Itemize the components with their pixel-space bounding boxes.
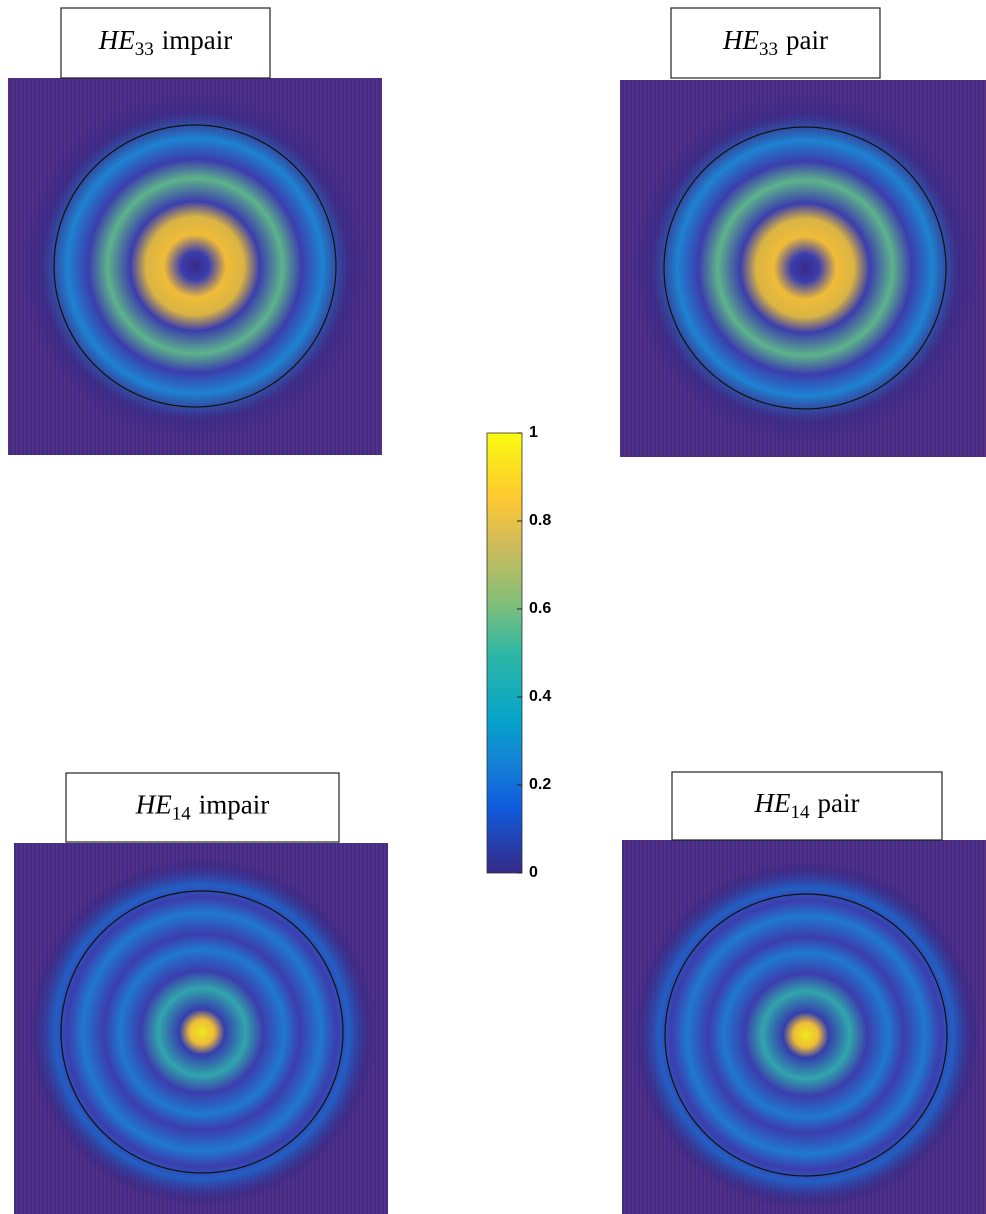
panel: HE33 pair xyxy=(620,7,986,457)
mode-parity: impair xyxy=(162,25,232,55)
tick-label: 0.4 xyxy=(529,688,551,705)
fiber-core xyxy=(663,126,947,410)
mode-index: 33 xyxy=(135,39,154,60)
tick-label: 0 xyxy=(529,864,538,881)
colorbar: 0 0.2 0.4 0.6 0.8 1 xyxy=(486,424,551,881)
panel: HE33 impair xyxy=(8,7,382,455)
mode-name: HE xyxy=(98,25,135,55)
panel-title: HE14 pair xyxy=(754,788,860,823)
panel-title: HE33 pair xyxy=(722,25,828,60)
panel: HE14 pair xyxy=(622,771,986,1214)
mode-parity: pair xyxy=(786,25,828,55)
panel: HE14 impair xyxy=(14,772,388,1214)
mode-index: 14 xyxy=(172,804,192,825)
mode-index: 33 xyxy=(759,39,778,60)
field-intensity xyxy=(27,857,377,1207)
tick-label: 0.6 xyxy=(529,600,551,617)
colorbar-scale xyxy=(486,432,523,874)
panel-title: HE33 impair xyxy=(98,25,232,60)
mode-parity: pair xyxy=(818,788,860,818)
fiber-core xyxy=(60,890,344,1174)
fiber-core xyxy=(53,124,337,408)
mode-name: HE xyxy=(135,790,172,820)
mode-name: HE xyxy=(754,788,791,818)
fiber-core xyxy=(664,893,948,1177)
title-box xyxy=(65,772,340,843)
panel-title: HE14 impair xyxy=(135,790,269,825)
title-box xyxy=(670,7,881,79)
mode-name: HE xyxy=(722,25,759,55)
title-box xyxy=(60,7,271,79)
tick-label: 0.8 xyxy=(529,512,551,529)
mode-index: 14 xyxy=(791,802,811,823)
field-intensity xyxy=(631,860,981,1210)
mode-parity: impair xyxy=(199,790,269,820)
field-intensity xyxy=(20,91,370,441)
field-intensity xyxy=(630,93,980,443)
tick-label: 0.2 xyxy=(529,776,551,793)
tick-label: 1 xyxy=(529,424,538,441)
title-box xyxy=(671,771,943,841)
